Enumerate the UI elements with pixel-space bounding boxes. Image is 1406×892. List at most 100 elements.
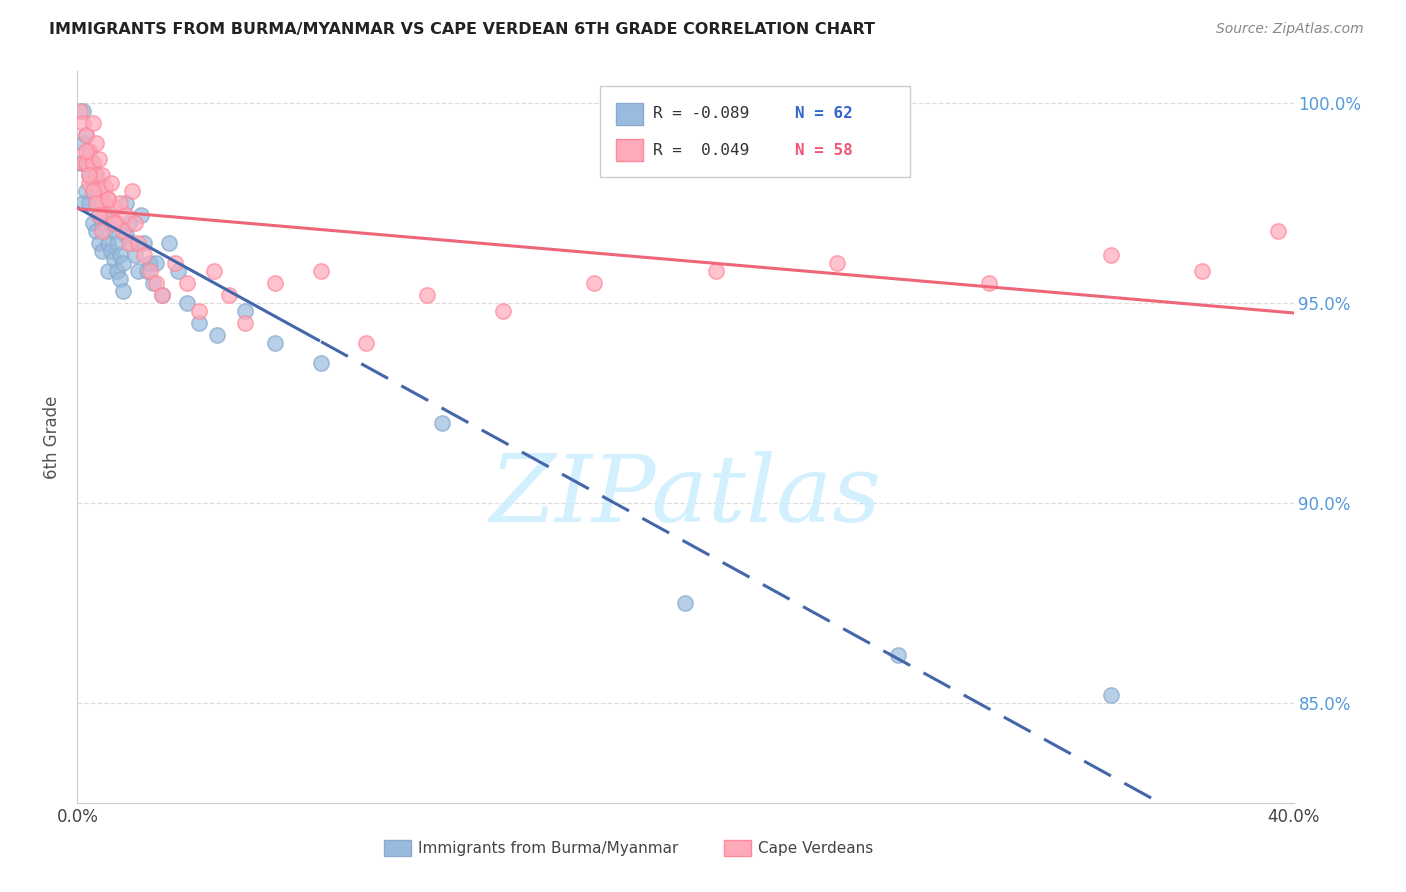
Point xyxy=(75,156,97,170)
Bar xyxy=(724,840,751,856)
Point xyxy=(82,184,104,198)
Point xyxy=(87,236,110,251)
Point xyxy=(79,145,101,159)
Point xyxy=(121,236,143,251)
Text: N = 62: N = 62 xyxy=(794,106,852,121)
Point xyxy=(115,208,138,222)
Point xyxy=(108,248,131,262)
Point xyxy=(139,256,162,270)
Point xyxy=(97,192,120,206)
Point xyxy=(134,236,156,251)
Point xyxy=(188,304,211,318)
Text: Cape Verdeans: Cape Verdeans xyxy=(758,840,873,855)
Text: R =  0.049: R = 0.049 xyxy=(652,143,749,158)
Point xyxy=(205,328,228,343)
Point xyxy=(93,208,115,222)
Point xyxy=(492,304,515,318)
Point xyxy=(93,196,115,211)
Point xyxy=(103,224,125,238)
Point xyxy=(202,264,225,278)
Point xyxy=(145,256,167,270)
Point xyxy=(69,104,91,119)
Point xyxy=(79,145,101,159)
Point xyxy=(136,264,159,278)
Point xyxy=(108,272,131,286)
Point xyxy=(87,208,110,222)
Point xyxy=(1099,688,1122,702)
Point xyxy=(84,196,107,211)
Bar xyxy=(616,103,643,125)
Point xyxy=(354,336,377,351)
Point xyxy=(124,216,146,230)
Point xyxy=(82,156,104,170)
Point xyxy=(90,244,112,259)
Point xyxy=(145,276,167,290)
Text: ZIPatlas: ZIPatlas xyxy=(489,450,882,541)
Point xyxy=(87,208,110,222)
Point xyxy=(103,216,125,230)
Point xyxy=(97,264,120,278)
Point xyxy=(72,156,94,170)
Point xyxy=(127,264,149,278)
Point xyxy=(115,196,138,211)
Point xyxy=(100,244,122,259)
Point xyxy=(1267,224,1289,238)
Point xyxy=(176,276,198,290)
Point xyxy=(84,169,107,183)
Point xyxy=(1099,248,1122,262)
Point xyxy=(100,176,122,190)
Point xyxy=(188,316,211,330)
Point xyxy=(152,288,174,302)
Point xyxy=(163,256,186,270)
Point xyxy=(100,216,122,230)
Text: IMMIGRANTS FROM BURMA/MYANMAR VS CAPE VERDEAN 6TH GRADE CORRELATION CHART: IMMIGRANTS FROM BURMA/MYANMAR VS CAPE VE… xyxy=(49,22,875,37)
Point xyxy=(84,224,107,238)
Point xyxy=(75,145,97,159)
Point xyxy=(87,153,110,167)
Point xyxy=(90,224,112,238)
Point xyxy=(97,236,120,251)
Text: N = 58: N = 58 xyxy=(794,143,852,158)
Point xyxy=(82,184,104,198)
Bar xyxy=(616,139,643,161)
Point xyxy=(152,288,174,302)
Point xyxy=(111,284,134,298)
Point xyxy=(105,216,128,230)
Point xyxy=(72,196,94,211)
Point xyxy=(97,208,120,222)
Point xyxy=(166,264,188,278)
Point xyxy=(887,648,910,662)
Point xyxy=(72,136,94,151)
Point xyxy=(309,356,332,370)
Point xyxy=(90,169,112,183)
Point xyxy=(264,276,287,290)
Text: Source: ZipAtlas.com: Source: ZipAtlas.com xyxy=(1216,22,1364,37)
Point xyxy=(115,228,138,243)
Text: Immigrants from Burma/Myanmar: Immigrants from Burma/Myanmar xyxy=(418,840,678,855)
Point xyxy=(97,192,120,206)
Point xyxy=(75,184,97,198)
Point xyxy=(430,416,453,430)
Point xyxy=(79,176,101,190)
Point xyxy=(111,224,134,238)
Point xyxy=(93,224,115,238)
Point xyxy=(118,216,141,230)
Point xyxy=(82,156,104,170)
Point xyxy=(108,196,131,211)
Point xyxy=(704,264,727,278)
Point xyxy=(134,248,156,262)
Point xyxy=(87,176,110,190)
Point xyxy=(142,276,165,290)
Point xyxy=(264,336,287,351)
Point xyxy=(93,180,115,194)
Point xyxy=(157,236,180,251)
Point xyxy=(1191,264,1213,278)
Point xyxy=(90,188,112,202)
Point xyxy=(103,200,125,214)
Point xyxy=(111,256,134,270)
Point xyxy=(827,256,849,270)
Point xyxy=(129,208,152,222)
Point xyxy=(105,264,128,278)
Bar xyxy=(384,840,411,856)
Point xyxy=(416,288,439,302)
